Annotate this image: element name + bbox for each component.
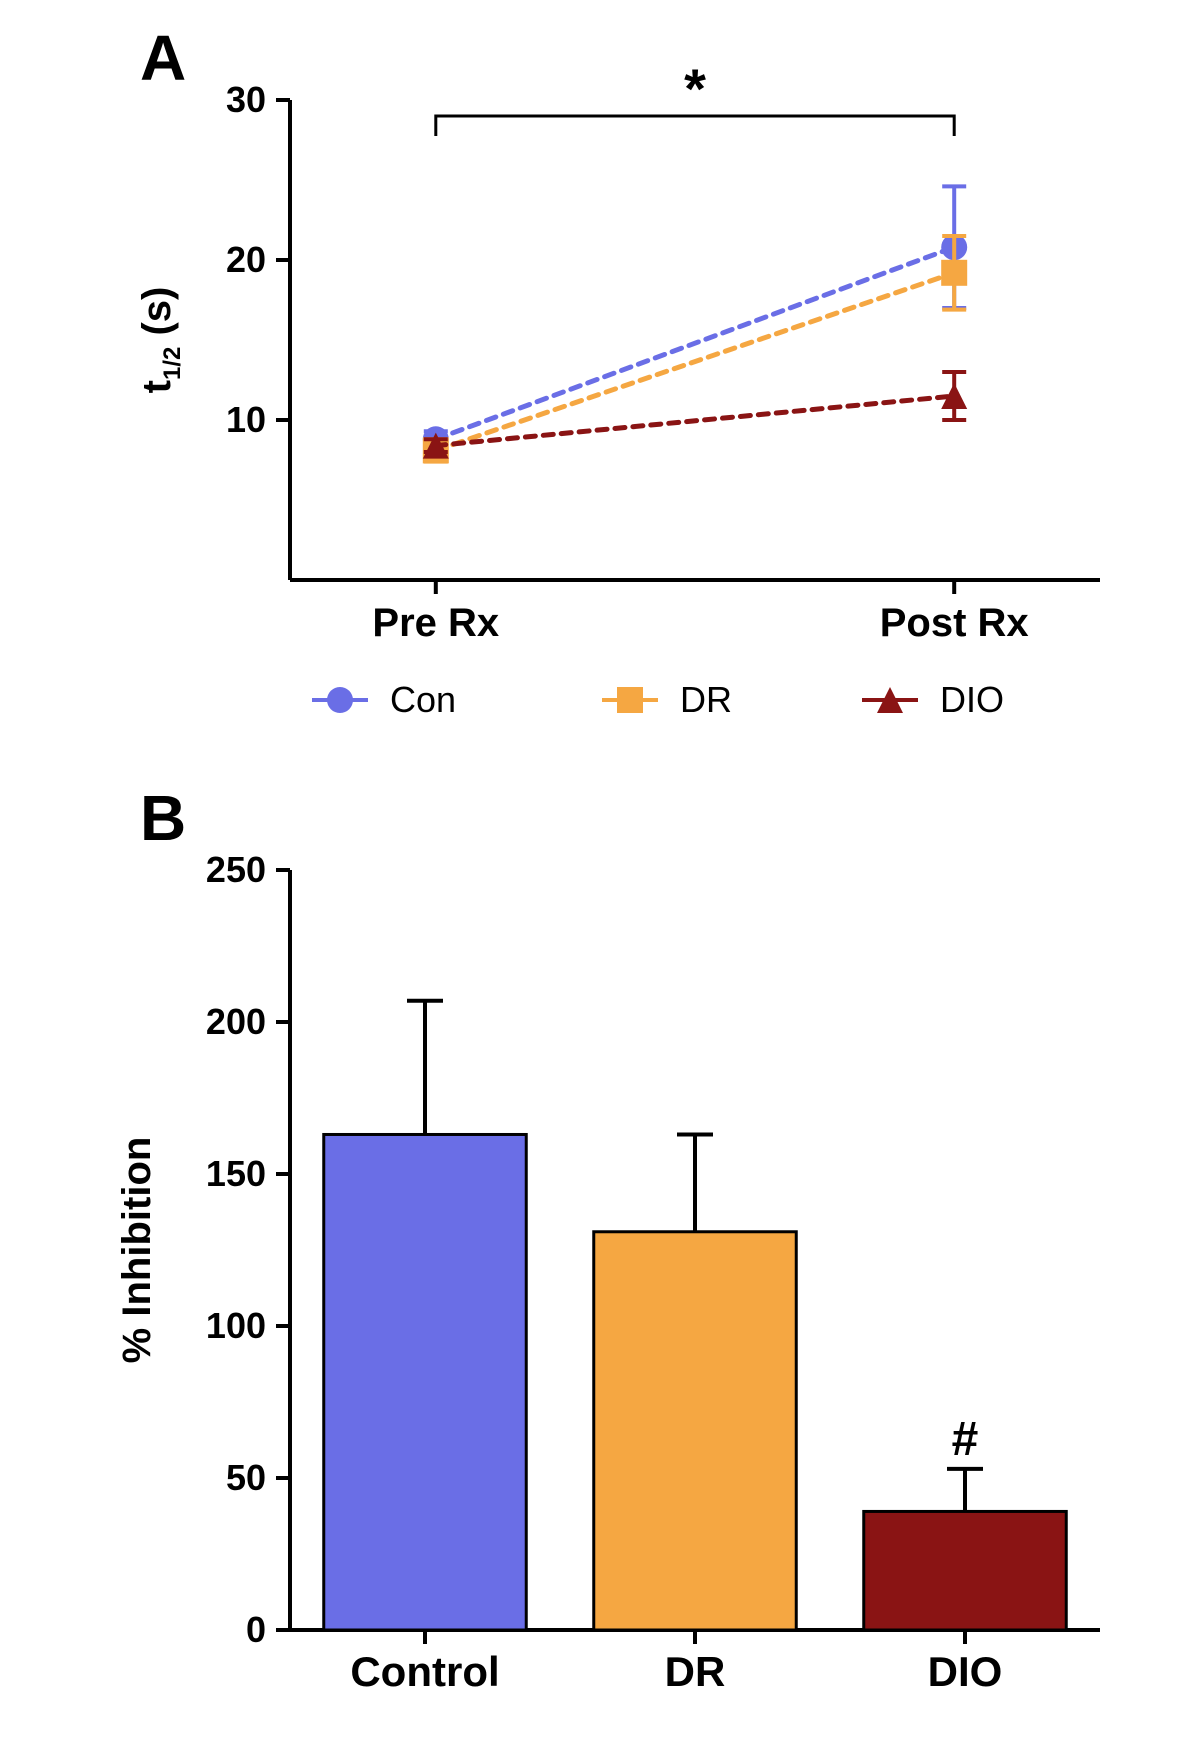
panel-b-sig-marker: # xyxy=(952,1413,979,1466)
panel-a-series-line xyxy=(436,247,954,439)
panel-a-label: A xyxy=(140,22,186,94)
panel-a-ylabel: t1/2 (s) xyxy=(135,287,186,394)
panel-b-bar xyxy=(324,1134,527,1630)
panel-b-xcat-label: DR xyxy=(665,1648,726,1695)
panel-b-label: B xyxy=(140,782,186,854)
panel-b-bar xyxy=(864,1511,1067,1630)
panel-b-ylabel: % Inhibition xyxy=(115,1137,159,1364)
panel-a-series-line xyxy=(436,273,954,451)
panel-b-bar xyxy=(594,1232,797,1630)
panel-b-ytick-label: 50 xyxy=(226,1457,266,1498)
panel-a-series-line xyxy=(436,396,954,446)
panel-b-xcat-label: DIO xyxy=(928,1648,1003,1695)
panel-a-xcat-label: Post Rx xyxy=(880,601,1029,645)
legend-marker-circle xyxy=(327,687,353,713)
figure-svg: A 10 20 30 Pre Rx Post Rx t1/2 (s) * Con DR DIO B 0 5… xyxy=(0,0,1200,1739)
panel-a-ytick-label: 20 xyxy=(226,239,266,280)
legend-label: Con xyxy=(390,679,456,720)
panel-b-ytick-label: 100 xyxy=(206,1305,266,1346)
panel-a-xcat-label: Pre Rx xyxy=(372,601,499,645)
panel-a-ytick-label: 10 xyxy=(226,399,266,440)
panel-b-ytick-label: 200 xyxy=(206,1001,266,1042)
panel-b-ytick-label: 150 xyxy=(206,1153,266,1194)
marker-square xyxy=(941,260,967,286)
legend-label: DR xyxy=(680,679,732,720)
panel-b-xcat-label: Control xyxy=(350,1648,499,1695)
legend-marker-square xyxy=(617,687,643,713)
panel-a-sig-marker: * xyxy=(684,57,706,120)
panel-a-ytick-label: 30 xyxy=(226,79,266,120)
legend-label: DIO xyxy=(940,679,1004,720)
figure-page: A 10 20 30 Pre Rx Post Rx t1/2 (s) * Con DR DIO B 0 5… xyxy=(0,0,1200,1739)
panel-b-ytick-label: 0 xyxy=(246,1609,266,1650)
panel-b-ytick-label: 250 xyxy=(206,849,266,890)
